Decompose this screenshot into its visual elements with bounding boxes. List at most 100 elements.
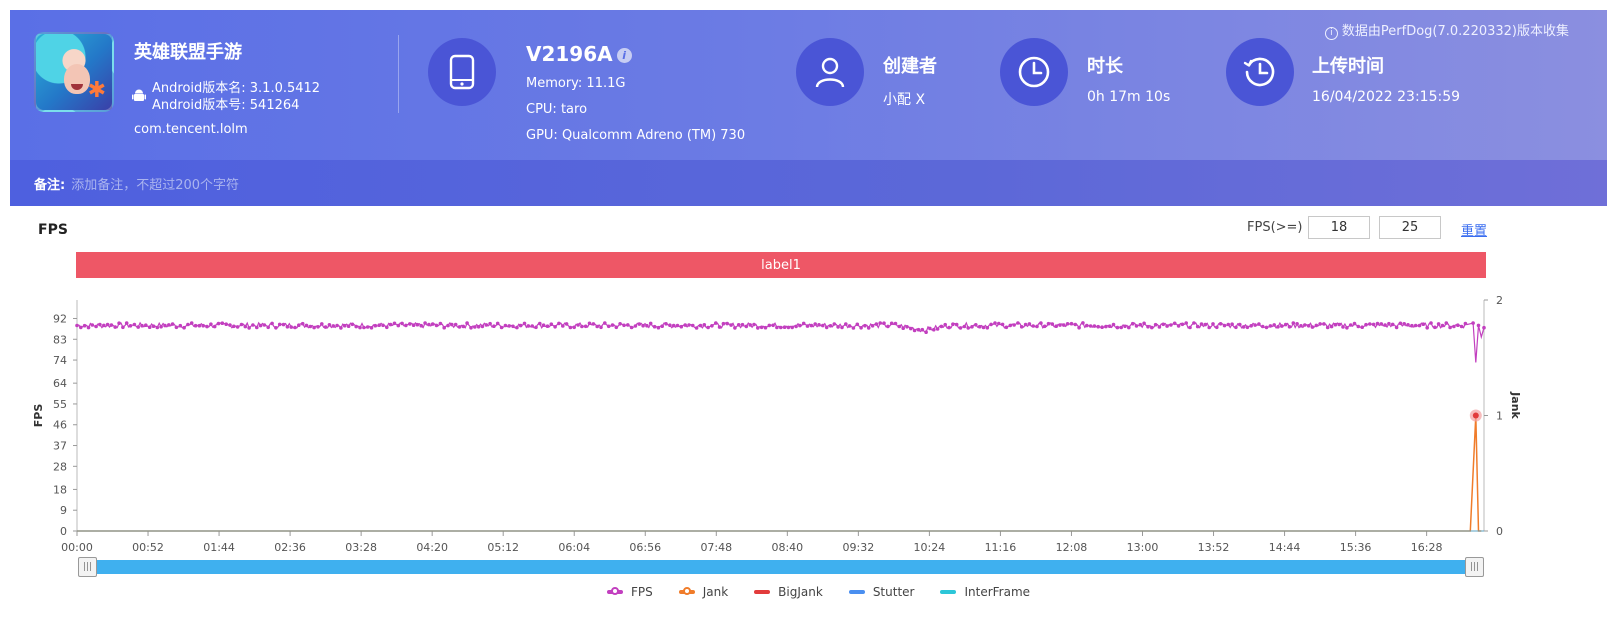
fps-point (752, 322, 756, 327)
fps-point (1127, 325, 1131, 330)
fps-point (1142, 321, 1146, 326)
fps-point (323, 325, 328, 329)
fps-filter-label: FPS(>=) (1247, 220, 1303, 235)
fps-point (1176, 324, 1181, 328)
fps-point (668, 323, 672, 327)
fps-point (1364, 322, 1368, 327)
reset-link[interactable]: 重置 (1461, 224, 1488, 239)
fps-point (94, 324, 98, 329)
fps-point (235, 325, 240, 329)
y-axis-label: FPS (32, 404, 45, 428)
time-range-slider[interactable] (78, 560, 1484, 574)
fps-point (201, 323, 205, 328)
fps-point (297, 323, 301, 327)
fps-point (1199, 322, 1204, 326)
fps-point (1257, 322, 1261, 326)
y-tick-label: 18 (53, 483, 67, 496)
fps-point (1436, 322, 1441, 326)
legend-item-bigjank[interactable]: BigJank (754, 583, 823, 601)
fps-point (736, 323, 741, 327)
fps-point (1153, 322, 1158, 327)
x-tick-label: 14:44 (1269, 541, 1301, 552)
fps-point (1031, 324, 1035, 328)
fps-point (247, 326, 251, 330)
fps-point (1050, 322, 1055, 326)
duration-title: 时长 (1087, 56, 1123, 77)
fps-point (461, 324, 466, 329)
y-tick-label: 0 (60, 525, 67, 538)
slider-handle-left[interactable]: ||| (78, 557, 97, 577)
fps-point (786, 325, 791, 330)
note-bar[interactable]: 备注: 添加备注，不超过200个字符 (10, 160, 1607, 206)
chart-legend: FPS Jank BigJank Stutter InterFrame (0, 583, 1621, 601)
fps-point (886, 324, 890, 329)
x-tick-label: 15:36 (1340, 541, 1372, 552)
fps-point (1406, 323, 1410, 327)
fps-point (392, 321, 397, 326)
fps-point (568, 325, 573, 330)
fps-point (457, 325, 462, 329)
fps-point (798, 323, 802, 328)
legend-item-fps[interactable]: FPS (606, 583, 653, 601)
fps-point (614, 325, 619, 330)
fps-point (1234, 325, 1238, 330)
slider-handle-right[interactable]: ||| (1465, 557, 1484, 577)
fps-point (1322, 322, 1326, 326)
note-input[interactable]: 添加备注，不超过200个字符 (71, 177, 240, 193)
fps-point (564, 322, 569, 326)
fps-chart[interactable]: 0 9 18 28 37 46 55 64 74 83 92 0 1 2 00:00 00:52 01:44 02… (0, 290, 1621, 552)
fps-point (1134, 324, 1139, 328)
fps-point (847, 324, 852, 328)
fps-point (438, 321, 443, 326)
fps-point (473, 325, 477, 329)
fps-point (580, 324, 584, 329)
legend-item-stutter[interactable]: Stutter (848, 583, 914, 601)
fps-point (281, 322, 286, 327)
legend-label: FPS (630, 585, 653, 599)
legend-swatch (678, 587, 695, 595)
fps-point (350, 322, 355, 327)
fps-point (622, 323, 626, 328)
fps-point (698, 323, 703, 328)
fps-point (1165, 324, 1169, 328)
device-model: V2196A i (526, 42, 632, 66)
device-info-icon[interactable]: i (616, 48, 632, 63)
fps-point (377, 323, 382, 327)
legend-item-interframe[interactable]: InterFrame (940, 583, 1030, 601)
fps-filter-low-input[interactable] (1308, 216, 1370, 239)
fps-point (1287, 325, 1292, 329)
legend-item-jank[interactable]: Jank (678, 583, 728, 601)
fps-point (1119, 325, 1123, 330)
fps-point (1046, 321, 1051, 326)
fps-point (817, 323, 821, 327)
fps-point (775, 325, 779, 330)
fps-point (855, 322, 860, 327)
fps-point (155, 325, 160, 330)
fps-point (1230, 322, 1234, 326)
fps-point (943, 322, 947, 327)
y-tick-label: 83 (53, 333, 67, 346)
fps-point (1062, 323, 1066, 327)
fps-point (1157, 325, 1162, 329)
fps-point (591, 322, 596, 326)
fps-point (993, 321, 997, 325)
fps-point (549, 322, 554, 326)
fps-point (866, 326, 871, 330)
fps-filter-high-input[interactable] (1379, 216, 1441, 239)
fps-point (434, 323, 439, 328)
fps-point (476, 325, 481, 329)
fps-point (870, 324, 875, 328)
device-gpu: GPU: Qualcomm Adreno (TM) 730 (526, 128, 746, 143)
fps-point (511, 324, 515, 329)
fps-point (958, 326, 963, 330)
fps-point (277, 322, 282, 327)
fps-point (725, 321, 729, 326)
label-bar[interactable]: label1 (76, 252, 1486, 278)
fps-point (756, 326, 760, 330)
fps-point (170, 322, 175, 326)
fps-point (1004, 325, 1009, 330)
fps-point (1283, 322, 1288, 327)
user-icon (796, 38, 864, 106)
fps-point (1264, 325, 1269, 330)
clock-icon (1000, 38, 1068, 106)
